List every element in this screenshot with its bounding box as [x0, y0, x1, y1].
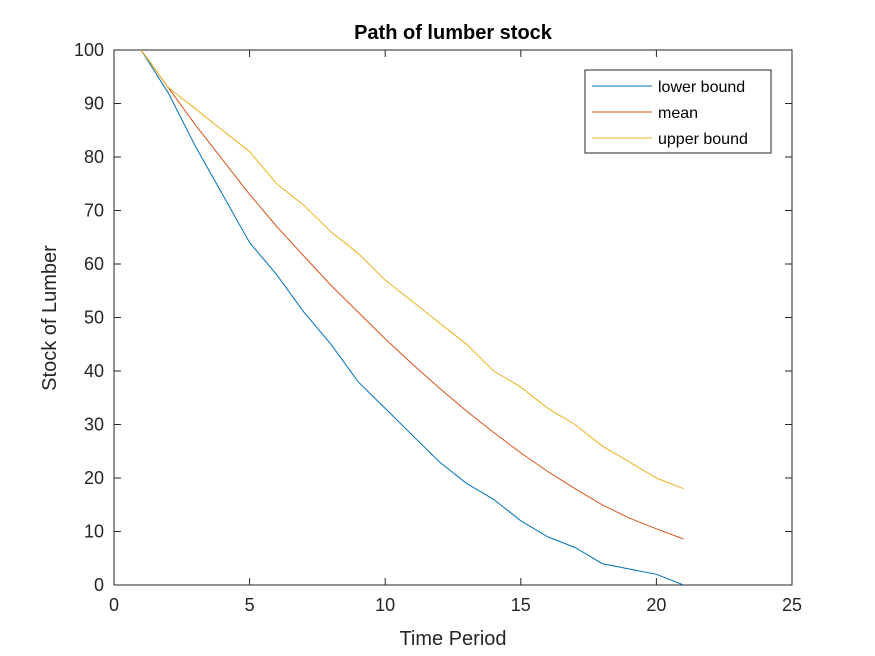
y-tick-label: 40 — [84, 361, 104, 381]
y-axis-label: Stock of Lumber — [39, 245, 61, 391]
x-axis-label: Time Period — [399, 628, 506, 650]
x-tick-label: 0 — [109, 595, 119, 615]
legend-label: upper bound — [658, 131, 748, 148]
y-tick-label: 10 — [84, 522, 104, 542]
series-line-lower-bound — [140, 49, 684, 586]
y-tick-label: 100 — [74, 40, 104, 60]
x-tick-label: 10 — [375, 595, 395, 615]
x-tick-label: 5 — [245, 595, 255, 615]
y-tick-label: 20 — [84, 468, 104, 488]
x-tick-label: 15 — [511, 595, 531, 615]
legend-label: lower bound — [658, 79, 745, 96]
legend: lower bound mean upper bound — [584, 69, 772, 154]
y-tick-label: 30 — [84, 415, 104, 435]
y-tick-label: 70 — [84, 201, 104, 221]
x-tick-label: 20 — [646, 595, 666, 615]
y-tick-label: 50 — [84, 308, 104, 328]
x-tick-label: 25 — [782, 595, 802, 615]
series-line-mean — [140, 49, 684, 540]
y-tick-label: 0 — [94, 575, 104, 595]
y-tick-label: 80 — [84, 147, 104, 167]
y-tick-label: 90 — [84, 94, 104, 114]
chart-title: Path of lumber stock — [354, 22, 553, 44]
legend-label: mean — [658, 105, 698, 122]
series-line-upper-bound — [140, 49, 684, 490]
y-tick-label: 60 — [84, 254, 104, 274]
